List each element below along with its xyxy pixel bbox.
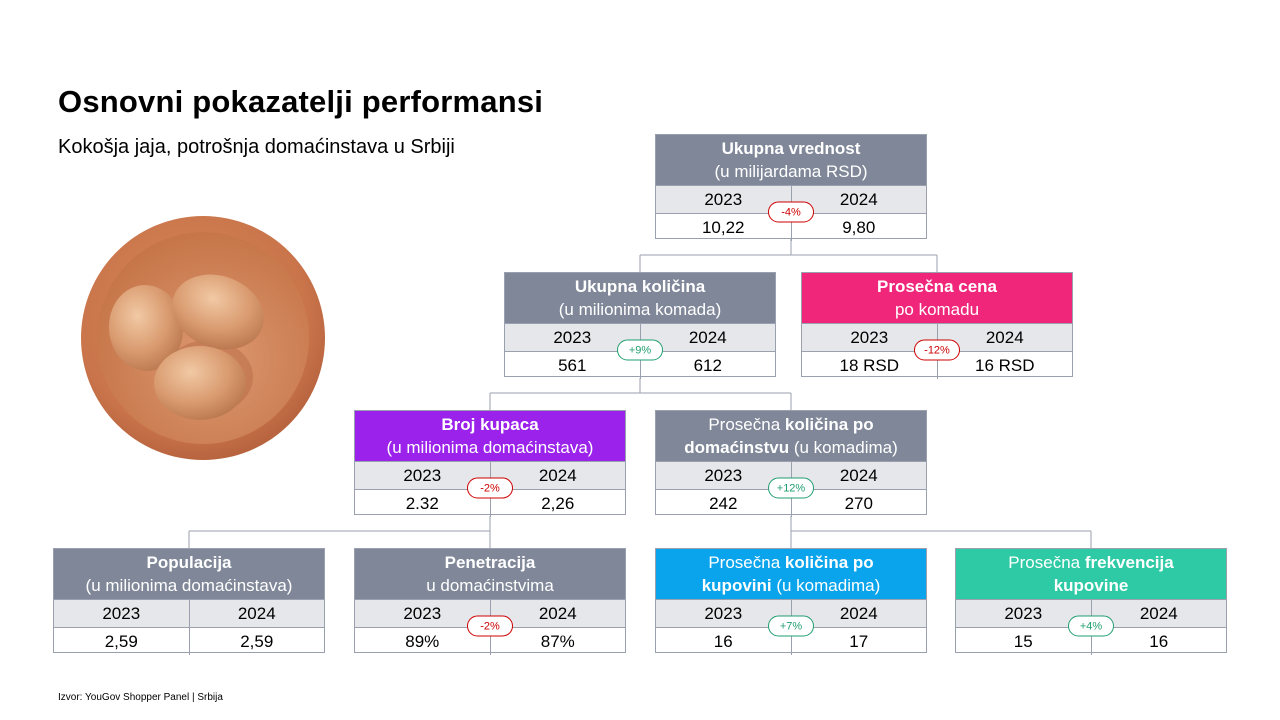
kpi-box-purchase-frequency: Prosečna frekvencija kupovine 2023 2024 … bbox=[955, 548, 1227, 655]
year-cell: 2023 bbox=[102, 603, 141, 623]
kpi-title-bold: količina po bbox=[784, 415, 874, 434]
kpi-subtitle: po komadu bbox=[894, 300, 980, 319]
change-badge: -12% bbox=[914, 339, 960, 361]
kpi-title-part: Prosečna bbox=[708, 553, 785, 572]
kpi-title: Broj kupaca bbox=[441, 415, 539, 434]
year-cell: 2023 bbox=[553, 327, 592, 347]
change-badge: +9% bbox=[617, 339, 663, 361]
kpi-box-penetration: Penetracija u domaćinstvima 2023 2024 89… bbox=[354, 548, 626, 655]
kpi-subtitle: (u milionima komada) bbox=[558, 300, 722, 319]
change-badge: -2% bbox=[467, 615, 513, 637]
value-cell: 16 bbox=[1090, 628, 1227, 655]
value-cell: 16 RSD bbox=[936, 352, 1073, 379]
value-cell: 89% bbox=[405, 631, 440, 651]
kpi-header: Populacija (u milionima domaćinstava) bbox=[54, 549, 324, 599]
kpi-title-bold: frekvencija bbox=[1084, 553, 1174, 572]
kpi-box-quantity-per-trip: Prosečna količina po kupovini (u komadim… bbox=[655, 548, 927, 655]
change-badge: -2% bbox=[467, 477, 513, 499]
year-cell: 2024 bbox=[790, 186, 927, 213]
value-cell: 9,80 bbox=[790, 214, 927, 241]
kpi-subtitle: (u milionima domaćinstava) bbox=[85, 576, 293, 595]
kpi-header: Prosečna količina po kupovini (u komadim… bbox=[656, 549, 926, 599]
value-cell: 16 bbox=[713, 631, 733, 651]
egg-bowl-image bbox=[81, 216, 325, 460]
year-cell: 2024 bbox=[1090, 600, 1227, 627]
value-cell: 15 bbox=[1013, 631, 1033, 651]
year-cell: 2023 bbox=[850, 327, 889, 347]
page-subtitle: Kokošja jaja, potrošnja domaćinstava u S… bbox=[58, 136, 455, 158]
kpi-subtitle: (u milionima domaćinstava) bbox=[386, 438, 594, 457]
value-cell: 10,22 bbox=[701, 217, 745, 237]
year-cell: 2024 bbox=[790, 600, 927, 627]
kpi-title-bold: količina po bbox=[784, 553, 874, 572]
value-cell: 270 bbox=[790, 490, 927, 517]
value-row: 2,59 2,59 bbox=[54, 627, 324, 655]
value-cell: 612 bbox=[639, 352, 776, 379]
kpi-box-average-price: Prosečna cena po komadu 2023 2024 18 RSD… bbox=[801, 272, 1073, 379]
kpi-subtitle: (u milijardama RSD) bbox=[714, 162, 868, 181]
value-cell: 2.32 bbox=[405, 493, 439, 513]
change-badge: -4% bbox=[768, 201, 814, 223]
kpi-box-population: Populacija (u milionima domaćinstava) 20… bbox=[53, 548, 325, 655]
year-cell: 2024 bbox=[489, 462, 626, 489]
value-cell: 18 RSD bbox=[839, 355, 900, 375]
kpi-subtitle: (u komadima) bbox=[771, 576, 881, 595]
kpi-subtitle: (u komadima) bbox=[789, 438, 898, 457]
year-cell: 2023 bbox=[704, 465, 743, 485]
kpi-header: Prosečna frekvencija kupovine bbox=[956, 549, 1226, 599]
kpi-title-bold: kupovini bbox=[701, 576, 772, 595]
value-cell: 2,59 bbox=[104, 631, 138, 651]
year-cell: 2023 bbox=[704, 189, 743, 209]
kpi-title: Ukupna vrednost bbox=[721, 139, 861, 158]
kpi-header: Ukupna vrednost (u milijardama RSD) bbox=[656, 135, 926, 185]
kpi-title-bold: kupovine bbox=[1053, 576, 1129, 595]
kpi-header: Prosečna količina po domaćinstvu (u koma… bbox=[656, 411, 926, 461]
value-cell: 2,26 bbox=[489, 490, 626, 517]
value-cell: 2,59 bbox=[188, 628, 325, 655]
kpi-title-part: Prosečna bbox=[708, 415, 785, 434]
year-cell: 2024 bbox=[639, 324, 776, 351]
kpi-title: Ukupna količina bbox=[574, 277, 706, 296]
kpi-box-total-value: Ukupna vrednost (u milijardama RSD) 2023… bbox=[655, 134, 927, 241]
kpi-box-total-quantity: Ukupna količina (u milionima komada) 202… bbox=[504, 272, 776, 379]
kpi-header: Penetracija u domaćinstvima bbox=[355, 549, 625, 599]
year-cell: 2023 bbox=[403, 465, 442, 485]
year-cell: 2023 bbox=[1004, 603, 1043, 623]
kpi-subtitle: u domaćinstvima bbox=[426, 576, 554, 595]
kpi-title: Populacija bbox=[146, 553, 232, 572]
source-note: Izvor: YouGov Shopper Panel | Srbija bbox=[58, 692, 223, 703]
kpi-header: Broj kupaca (u milionima domaćinstava) bbox=[355, 411, 625, 461]
kpi-title-bold: domaćinstvu bbox=[684, 438, 790, 457]
value-cell: 242 bbox=[709, 493, 738, 513]
kpi-title: Penetracija bbox=[444, 553, 536, 572]
year-cell: 2024 bbox=[188, 600, 325, 627]
page-title: Osnovni pokazatelji performansi bbox=[58, 84, 544, 119]
year-cell: 2024 bbox=[936, 324, 1073, 351]
value-cell: 17 bbox=[790, 628, 927, 655]
kpi-header: Prosečna cena po komadu bbox=[802, 273, 1072, 323]
value-cell: 561 bbox=[558, 355, 587, 375]
year-cell: 2023 bbox=[403, 603, 442, 623]
change-badge: +12% bbox=[768, 477, 814, 499]
kpi-header: Ukupna količina (u milionima komada) bbox=[505, 273, 775, 323]
year-cell: 2024 bbox=[489, 600, 626, 627]
change-badge: +4% bbox=[1068, 615, 1114, 637]
kpi-box-quantity-per-household: Prosečna količina po domaćinstvu (u koma… bbox=[655, 410, 927, 517]
kpi-title-part: Prosečna bbox=[1008, 553, 1085, 572]
value-cell: 87% bbox=[489, 628, 626, 655]
change-badge: +7% bbox=[768, 615, 814, 637]
kpi-box-buyers: Broj kupaca (u milionima domaćinstava) 2… bbox=[354, 410, 626, 517]
year-cell: 2024 bbox=[790, 462, 927, 489]
year-row: 2023 2024 bbox=[54, 599, 324, 627]
year-cell: 2023 bbox=[704, 603, 743, 623]
kpi-title: Prosečna cena bbox=[876, 277, 997, 296]
